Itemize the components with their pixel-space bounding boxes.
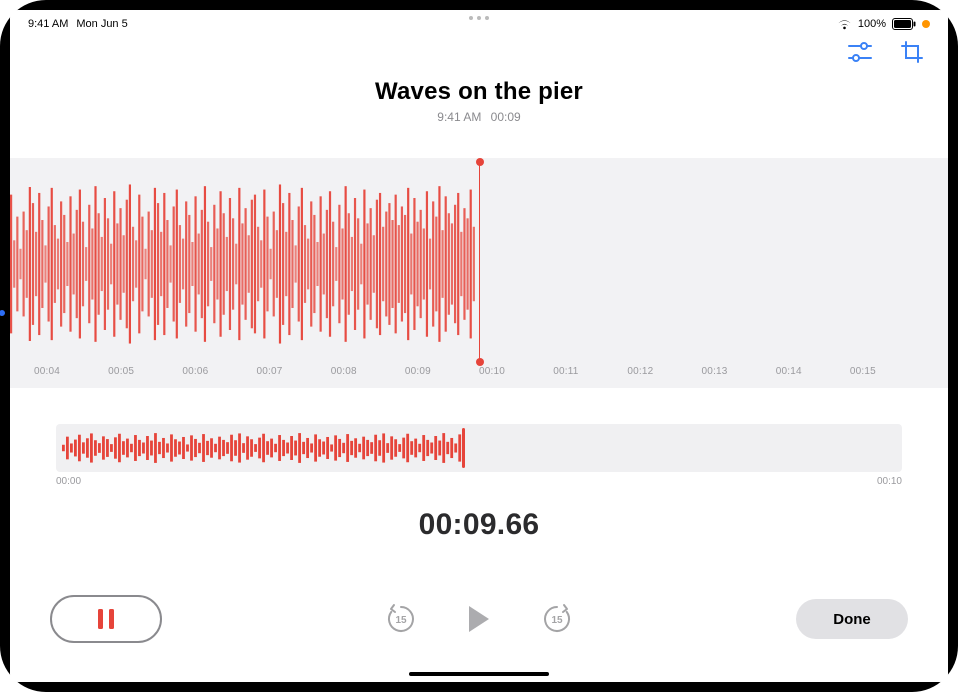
status-time: 9:41 AM: [28, 18, 68, 30]
recording-meta: 9:41 AM 00:09: [10, 110, 948, 124]
title-area: Waves on the pier 9:41 AM 00:09: [10, 78, 948, 124]
siri-indicator: [0, 310, 5, 316]
overview-start-label: 00:00: [56, 476, 81, 487]
overview-waveform[interactable]: [56, 424, 902, 472]
playhead[interactable]: [479, 162, 480, 362]
options-button[interactable]: [846, 38, 874, 66]
status-bar: 9:41 AM Mon Jun 5 100%: [10, 10, 948, 34]
recording-timestamp: 9:41 AM: [437, 110, 481, 124]
time-tick: 00:15: [850, 366, 924, 382]
time-tick: 00:09: [405, 366, 479, 382]
time-tick: 00:05: [108, 366, 182, 382]
skip-forward-button[interactable]: 15: [539, 601, 575, 637]
pause-button[interactable]: [50, 595, 162, 643]
overview-time-labels: 00:00 00:10: [56, 476, 902, 487]
options-sliders-icon: [847, 41, 873, 63]
svg-text:15: 15: [551, 615, 563, 626]
status-date: Mon Jun 5: [76, 18, 127, 30]
trim-button[interactable]: [898, 38, 926, 66]
play-icon: [466, 604, 492, 634]
screen: 9:41 AM Mon Jun 5 100%: [10, 10, 948, 682]
time-tick: 00:13: [702, 366, 776, 382]
battery-icon: [892, 18, 916, 30]
done-button[interactable]: Done: [796, 599, 908, 639]
play-button[interactable]: [463, 603, 495, 635]
time-tick: 00:11: [553, 366, 627, 382]
current-time-readout: 00:09.66: [10, 508, 948, 542]
battery-percent: 100%: [858, 18, 886, 30]
svg-text:15: 15: [395, 615, 407, 626]
time-tick: 00:10: [479, 366, 553, 382]
ipad-frame: 9:41 AM Mon Jun 5 100%: [0, 0, 958, 692]
wifi-icon: [837, 19, 852, 30]
overview-svg: [62, 430, 896, 466]
skip-back-15-icon: 15: [384, 602, 418, 636]
recording-title[interactable]: Waves on the pier: [10, 78, 948, 106]
time-tick: 00:04: [34, 366, 108, 382]
time-tick: 00:12: [627, 366, 701, 382]
crop-icon: [900, 40, 924, 64]
home-indicator[interactable]: [409, 672, 549, 676]
recording-duration: 00:09: [491, 110, 521, 124]
time-tick: 00:14: [776, 366, 850, 382]
time-tick: 00:06: [182, 366, 256, 382]
time-tick: 00:08: [331, 366, 405, 382]
overview-playhead[interactable]: [462, 428, 465, 468]
skip-forward-15-icon: 15: [540, 602, 574, 636]
pause-icon: [96, 608, 116, 630]
time-tick: 00:07: [257, 366, 331, 382]
overview-end-label: 00:10: [877, 476, 902, 487]
time-ruler: 00:0400:0500:0600:0700:0800:0900:1000:11…: [10, 366, 948, 382]
recording-indicator-icon: [922, 20, 930, 28]
playback-controls: 15 15: [10, 590, 948, 648]
skip-back-button[interactable]: 15: [383, 601, 419, 637]
main-waveform[interactable]: 00:0400:0500:0600:0700:0800:0900:1000:11…: [10, 158, 948, 388]
edit-toolbar: [846, 38, 926, 66]
